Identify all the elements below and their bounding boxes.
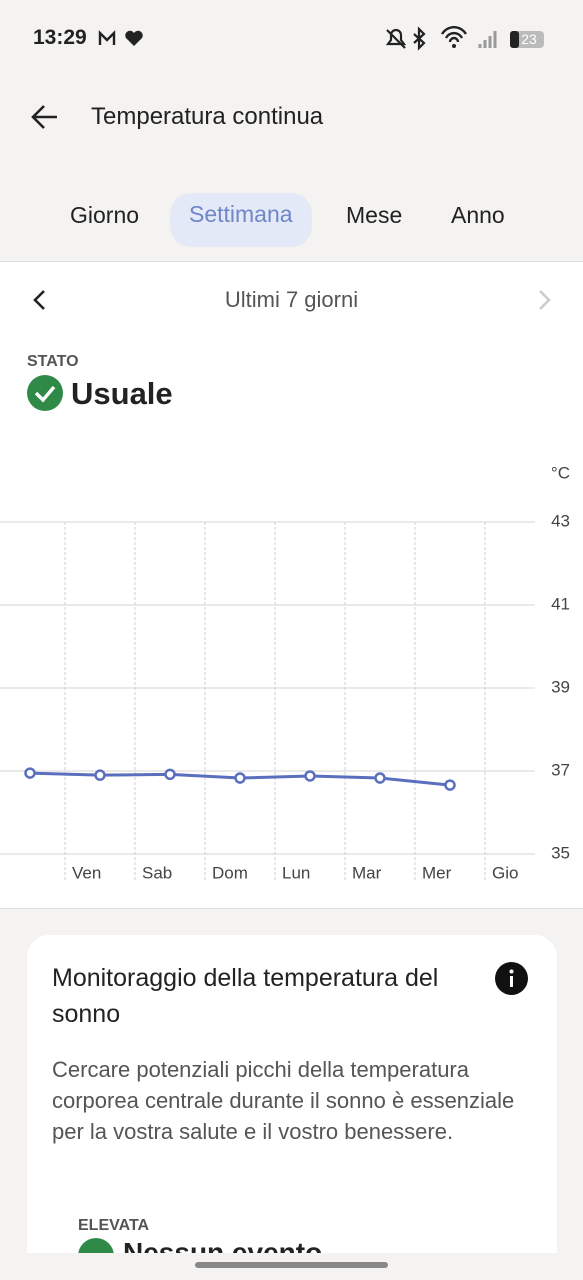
- y-tick-label: 43: [551, 511, 570, 530]
- data-point: [374, 772, 386, 784]
- data-point: [94, 769, 106, 781]
- x-tick-label: Sab: [142, 863, 172, 882]
- tab-selected[interactable]: Settimana: [170, 193, 312, 247]
- x-tick-label: Gio: [492, 863, 518, 882]
- previous-period[interactable]: [30, 288, 50, 312]
- y-tick-label: 37: [551, 760, 570, 779]
- y-axis-unit: °C: [551, 463, 570, 482]
- tab[interactable]: Giorno: [70, 202, 140, 228]
- x-tick-label: Mer: [422, 863, 452, 882]
- x-tick-label: Ven: [72, 863, 101, 882]
- period-label: Ultimi 7 giorni: [224, 287, 359, 312]
- card-title: Monitoraggio della temperatura del sonno: [52, 964, 439, 1028]
- status-value: Usuale: [71, 376, 173, 411]
- card-text: Cercare potenziali picchi della temperat…: [52, 1057, 515, 1144]
- status-check-icon: [27, 375, 63, 411]
- data-point: [24, 767, 36, 779]
- system-icons: 23: [385, 26, 544, 51]
- data-point: [234, 772, 246, 784]
- status-label: STATO: [27, 353, 79, 370]
- data-point: [444, 779, 456, 791]
- x-tick-label: Dom: [212, 863, 248, 882]
- x-tick-label: Mar: [352, 863, 382, 882]
- tab[interactable]: Anno: [451, 202, 505, 228]
- data-point: [304, 770, 316, 782]
- event-label: ELEVATA: [78, 1217, 150, 1234]
- y-tick-label: 35: [551, 843, 570, 862]
- notification-icons: [98, 30, 143, 46]
- tab[interactable]: Mese: [346, 202, 403, 228]
- page-title: Temperatura continua: [91, 103, 324, 130]
- x-tick-label: Lun: [282, 863, 310, 882]
- info-card: [27, 935, 557, 1280]
- next-period[interactable]: [535, 288, 555, 312]
- chart: °C 35 37 39 41 43 Ven Sab Dom Lun Mar Mer Gio: [0, 463, 570, 882]
- battery-level: 23: [521, 31, 537, 47]
- y-tick-label: 41: [551, 594, 570, 613]
- data-point: [164, 768, 176, 781]
- home-indicator: [195, 1262, 388, 1268]
- info-button[interactable]: [495, 962, 528, 995]
- back-button[interactable]: [30, 102, 60, 132]
- y-tick-label: 39: [551, 677, 570, 696]
- clock: 13:29: [33, 26, 87, 49]
- chart-panel: [0, 261, 583, 909]
